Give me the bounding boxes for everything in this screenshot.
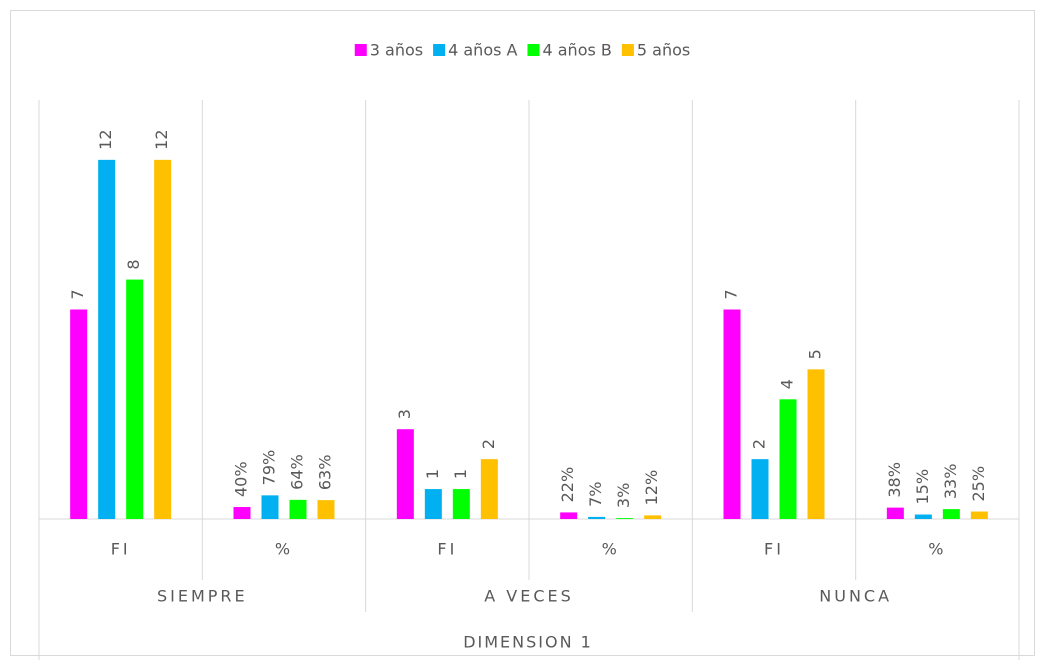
legend-label: 3 años	[370, 41, 423, 60]
bar	[480, 459, 498, 519]
x-axis-title: DIMENSION 1	[463, 633, 593, 652]
data-label: 12	[96, 129, 115, 149]
data-label: 15%	[913, 469, 932, 505]
x-tick-label: FI	[764, 540, 784, 559]
bar	[233, 507, 251, 519]
data-label: 8	[124, 259, 143, 269]
data-label: 5	[806, 349, 825, 359]
data-label: 38%	[885, 462, 904, 498]
legend-label: 4 años B	[542, 41, 611, 60]
data-label: 2	[479, 439, 498, 449]
bar	[723, 309, 741, 519]
group-label: SIEMPRE	[157, 587, 248, 606]
bar	[70, 309, 88, 519]
data-label: 12	[152, 129, 171, 149]
bar	[616, 518, 634, 519]
data-label: 25%	[969, 466, 988, 502]
bar	[914, 514, 932, 519]
data-label: 7%	[586, 482, 605, 507]
data-label: 79%	[260, 450, 279, 486]
bar	[886, 507, 904, 519]
data-label: 1	[423, 469, 442, 479]
bar	[751, 459, 769, 519]
bar	[154, 159, 172, 519]
data-label: 3%	[614, 483, 633, 508]
data-label: 63%	[316, 455, 335, 491]
bar	[644, 515, 662, 519]
bar	[317, 500, 335, 519]
legend-swatch	[621, 44, 634, 56]
data-label: 7	[722, 289, 741, 299]
bar	[289, 499, 307, 519]
bar	[588, 516, 606, 519]
data-label: 1	[451, 469, 470, 479]
bar	[396, 429, 414, 519]
bar	[126, 279, 144, 519]
data-label: 33%	[941, 464, 960, 500]
data-label: 3	[395, 409, 414, 419]
legend-label: 4 años A	[448, 41, 517, 60]
data-label: 40%	[232, 461, 251, 497]
legend-swatch	[527, 44, 540, 56]
x-tick-label: %	[275, 540, 293, 559]
data-label: 12%	[642, 470, 661, 506]
x-tick-label: FI	[437, 540, 457, 559]
legend-swatch	[433, 44, 446, 56]
bar	[261, 495, 279, 519]
legend-swatch	[354, 44, 367, 56]
bar	[807, 369, 825, 519]
data-label: 4	[778, 379, 797, 389]
x-tick-label: FI	[111, 540, 131, 559]
bar	[452, 489, 470, 519]
bar	[779, 399, 797, 519]
bar	[970, 511, 988, 519]
bar	[424, 489, 442, 519]
bar	[98, 159, 116, 519]
group-label: A VECES	[484, 587, 574, 606]
x-tick-label: %	[602, 540, 620, 559]
chart-frame	[10, 10, 1035, 656]
x-tick-label: %	[928, 540, 946, 559]
group-label: NUNCA	[819, 587, 892, 606]
data-label: 7	[68, 289, 87, 299]
bar	[560, 512, 578, 519]
data-label: 22%	[558, 467, 577, 503]
data-label: 64%	[288, 454, 307, 490]
legend-label: 5 años	[637, 41, 690, 60]
data-label: 2	[750, 439, 769, 449]
bar	[942, 509, 960, 519]
